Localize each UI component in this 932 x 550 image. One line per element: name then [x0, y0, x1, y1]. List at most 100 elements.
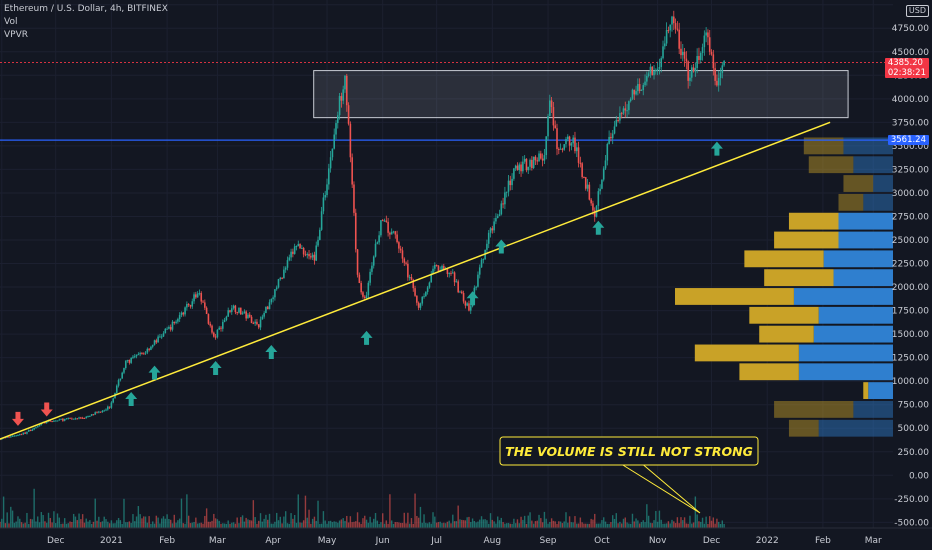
vpvr-up-bar — [833, 269, 893, 287]
vpvr-indicator-label[interactable]: VPVR — [4, 30, 28, 40]
volume-bar — [114, 523, 116, 528]
volume-bar — [126, 522, 129, 528]
volume-bar — [189, 523, 192, 528]
candle-body — [150, 346, 152, 350]
candle-body — [469, 306, 472, 311]
candle-body — [378, 235, 380, 243]
volume-bar — [1, 518, 3, 528]
volume-bar — [647, 515, 650, 528]
volume-bar — [177, 520, 179, 528]
trendline[interactable] — [0, 121, 831, 440]
volume-bar — [101, 521, 104, 528]
volume-bar — [545, 518, 547, 528]
candle-body — [719, 72, 722, 78]
volume-bar — [662, 523, 664, 528]
candle-body — [72, 418, 75, 420]
candle-body — [33, 427, 35, 430]
candle-body — [141, 353, 143, 355]
price-tick-label: 1000.00 — [892, 377, 929, 387]
candle-body — [423, 296, 425, 298]
candle-body — [710, 51, 713, 55]
candle-body — [18, 434, 21, 436]
volume-bar — [55, 523, 57, 528]
volume-bar — [180, 498, 183, 528]
candle-body — [703, 35, 706, 48]
volume-bar — [259, 513, 262, 528]
volume-bar — [678, 523, 680, 528]
volume-bar — [117, 517, 120, 528]
volume-bar — [471, 518, 474, 528]
candle-body — [696, 56, 698, 69]
candle-body — [534, 156, 537, 161]
candle-body — [130, 357, 132, 363]
volume-bar — [382, 513, 384, 528]
time-axis[interactable]: Dec 2021 Feb Mar Apr May Jun Jul Aug Sep Oct Nov Dec… — [0, 527, 932, 550]
volume-bar — [22, 523, 25, 528]
volume-bar — [410, 518, 413, 528]
volume-bar — [714, 523, 716, 528]
candle-body — [365, 295, 368, 298]
volume-indicator-label[interactable]: Vol — [4, 17, 18, 27]
candle-body — [394, 231, 397, 235]
candle-body — [642, 85, 645, 90]
currency-badge[interactable]: USD — [905, 5, 929, 17]
volume-bar — [441, 523, 443, 528]
volume-bar — [283, 516, 285, 528]
candle-body — [369, 271, 371, 283]
candle-body — [486, 243, 488, 250]
candle-body — [157, 336, 159, 343]
price-axis[interactable]: -500.00 -250.00 0.00 250.00 500.00 750.00 1000… — [892, 0, 932, 550]
volume-bar — [63, 518, 66, 528]
volume-bar — [205, 508, 208, 528]
candle-body — [434, 265, 436, 269]
candles — [0, 10, 725, 441]
volume-bar — [638, 523, 641, 528]
candle-body — [707, 32, 709, 38]
candle-body — [245, 311, 247, 319]
candle-body — [371, 265, 373, 272]
candle-body — [662, 46, 664, 59]
volume-bar — [651, 523, 653, 528]
candle-body — [622, 108, 625, 114]
time-tick-label: Aug — [484, 536, 502, 546]
candle-body — [56, 420, 59, 422]
candle-body — [202, 301, 204, 303]
volume-bar — [121, 523, 123, 528]
candle-body — [518, 164, 521, 171]
candle-body — [453, 272, 456, 283]
volume-bar — [452, 514, 454, 528]
candle-body — [132, 356, 134, 358]
volume-bar — [13, 522, 16, 528]
volume-bar — [108, 523, 111, 528]
volume-bar — [313, 516, 316, 528]
volume-bar — [155, 515, 158, 528]
up-arrow-icon — [360, 330, 373, 345]
candle-body — [419, 303, 422, 308]
symbol-title[interactable]: Ethereum / U.S. Dollar, 4h, BITFINEX — [4, 4, 168, 14]
volume-bar — [90, 523, 93, 528]
candle-body — [133, 356, 136, 358]
volume-bar — [107, 521, 109, 528]
candle-body — [540, 153, 542, 159]
candle-body — [295, 246, 298, 248]
volume-bar — [694, 496, 697, 528]
volume-bar — [51, 522, 53, 528]
volume-bar — [175, 522, 177, 528]
volume-bar — [579, 517, 582, 528]
volume-bar — [552, 520, 555, 528]
candle-body — [604, 160, 607, 169]
candle-body — [362, 292, 364, 297]
candle-body — [198, 293, 201, 295]
volume-bar — [437, 522, 440, 528]
down-arrow-icon — [40, 402, 53, 417]
candle-body — [647, 73, 650, 77]
candle-body — [169, 327, 172, 330]
volume-bar — [196, 523, 199, 528]
volume-bar — [286, 523, 289, 528]
annotation-callout[interactable]: THE VOLUME IS STILL NOT STRONG — [499, 436, 759, 514]
volume-bar — [466, 517, 468, 528]
volume-bar — [152, 521, 154, 528]
volume-bar — [522, 519, 524, 528]
candle-body — [399, 248, 402, 251]
